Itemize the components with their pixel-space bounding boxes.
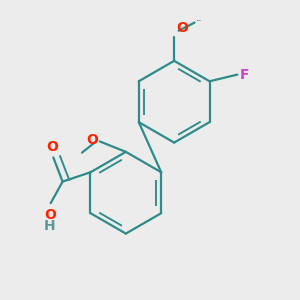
Text: O: O (176, 21, 188, 35)
Text: H: H (44, 219, 56, 233)
Text: F: F (240, 68, 249, 82)
Text: methyl: methyl (196, 20, 201, 21)
Text: O: O (46, 140, 58, 154)
Text: O: O (44, 208, 56, 222)
Text: O: O (86, 133, 98, 147)
